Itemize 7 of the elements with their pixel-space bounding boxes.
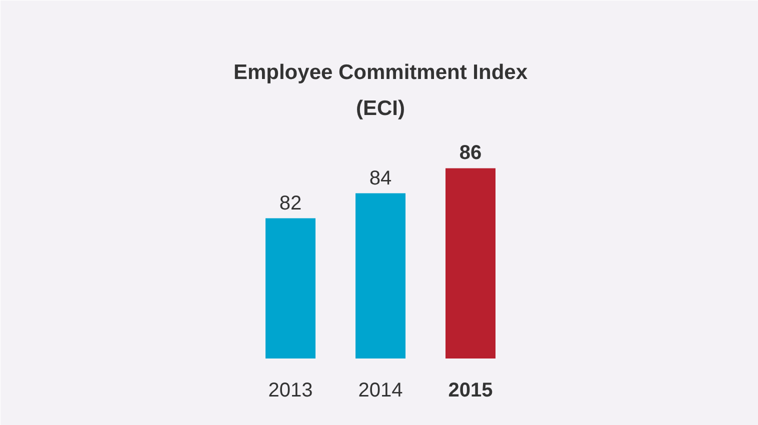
- x-tick-label: 2013: [268, 380, 313, 402]
- data-label: 86: [459, 142, 482, 164]
- text: Employee Commitment Index (ECI): [233, 61, 528, 120]
- data-label: 82: [279, 192, 302, 214]
- x-tick-label: 2014: [358, 380, 403, 402]
- x-tick-label: 2015: [448, 380, 493, 402]
- data-label: 84: [369, 167, 392, 190]
